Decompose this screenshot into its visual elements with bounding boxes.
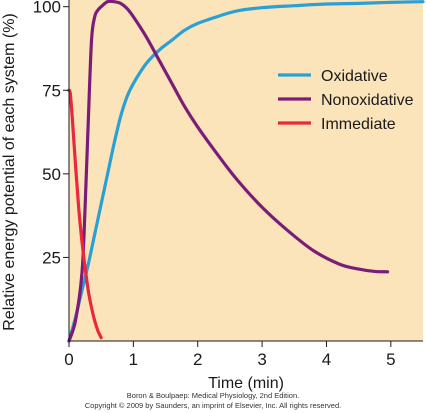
copyright-line-1: Boron & Boulpaep: Medical Physiology, 2n… <box>126 391 300 400</box>
y-tick-label: 25 <box>42 248 61 267</box>
series-line-nonoxidative <box>67 0 390 343</box>
y-tick-label: 50 <box>42 165 61 184</box>
x-axis-title: Time (min) <box>208 375 284 392</box>
y-ticks: 25 50 75 100 <box>33 0 69 267</box>
series-line-immediate <box>67 88 103 340</box>
x-tick-label: 1 <box>129 350 138 369</box>
x-tick-label: 0 <box>64 350 73 369</box>
plot-area <box>69 0 423 341</box>
series-group <box>67 0 425 343</box>
legend-label-immediate: Immediate <box>321 116 396 133</box>
x-tick-label: 4 <box>322 350 331 369</box>
y-tick-label: 75 <box>42 81 61 100</box>
copyright-line-2: Copyright © 2009 by Saunders, an imprint… <box>84 401 342 410</box>
y-tick-label: 100 <box>33 0 61 17</box>
legend-label-nonoxidative: Nonoxidative <box>321 92 414 109</box>
x-tick-label: 2 <box>193 350 202 369</box>
legend: Oxidative Nonoxidative Immediate <box>278 68 414 133</box>
series-line-oxidative <box>67 0 425 343</box>
y-axis-title: Relative energy potential of each system… <box>1 13 18 330</box>
x-ticks: 0 1 2 3 4 5 <box>64 341 396 369</box>
x-tick-label: 5 <box>386 350 395 369</box>
legend-label-oxidative: Oxidative <box>321 68 388 85</box>
x-tick-label: 3 <box>257 350 266 369</box>
